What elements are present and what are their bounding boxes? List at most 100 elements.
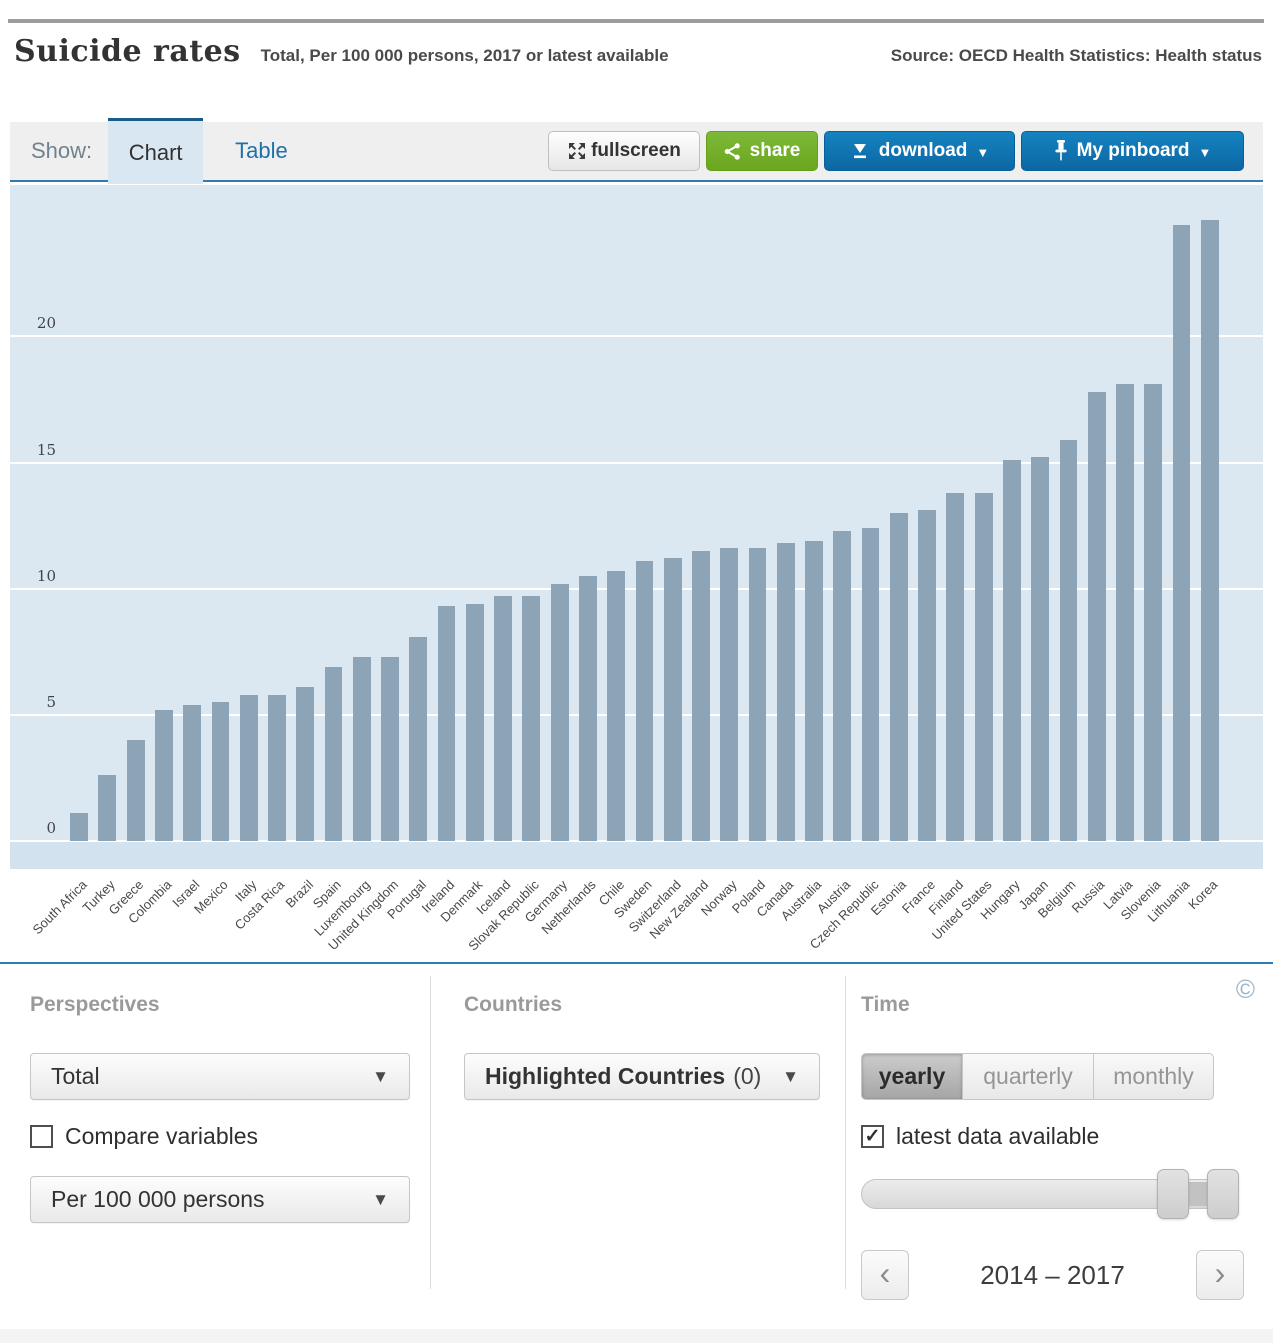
bar-mexico[interactable]	[211, 702, 230, 841]
chevron-down-icon: ▼	[372, 1189, 389, 1209]
bar-belgium[interactable]	[1059, 440, 1078, 841]
perspectives-section: Perspectives Total ▼ Compare variables P…	[30, 964, 410, 1223]
bar-hungary[interactable]	[1002, 460, 1021, 841]
top-divider	[8, 19, 1264, 23]
show-label: Show:	[31, 138, 93, 163]
latest-data-checkbox[interactable]: ✓	[861, 1125, 884, 1148]
previous-period-button[interactable]: ‹	[861, 1250, 909, 1300]
bar-turkey[interactable]	[98, 775, 117, 841]
gridline	[10, 461, 1263, 464]
bar-united-states[interactable]	[974, 493, 993, 841]
bar-germany[interactable]	[550, 584, 569, 841]
frequency-switch: yearly quarterly monthly	[861, 1053, 1244, 1100]
latest-data-label: latest data available	[896, 1123, 1100, 1149]
bar-finland[interactable]	[946, 493, 965, 841]
frequency-monthly-button[interactable]: monthly	[1094, 1053, 1214, 1100]
toolbar-buttons: fullscreen share download ▼ My pinboard	[548, 131, 1244, 171]
compare-variables-option[interactable]: Compare variables	[30, 1123, 410, 1150]
perspectives-heading: Perspectives	[30, 993, 160, 1016]
fullscreen-label: fullscreen	[591, 140, 681, 161]
bar-colombia[interactable]	[155, 710, 173, 841]
bar-israel[interactable]	[183, 705, 202, 841]
countries-section: Countries Highlighted Countries (0) ▼	[464, 964, 820, 1100]
bar-south-africa[interactable]	[70, 813, 89, 841]
bar-japan[interactable]	[1031, 457, 1050, 841]
pinboard-caret-icon: ▼	[1198, 144, 1212, 160]
page-title: Suicide rates	[14, 34, 241, 69]
bar-new-zealand[interactable]	[692, 551, 710, 841]
bar-korea[interactable]	[1200, 220, 1219, 841]
bar-switzerland[interactable]	[663, 558, 682, 841]
bar-australia[interactable]	[805, 541, 823, 841]
time-section: Time yearly quarterly monthly ✓ latest d…	[861, 964, 1244, 1300]
bar-portugal[interactable]	[409, 637, 428, 841]
time-heading: Time	[861, 993, 910, 1016]
bar-latvia[interactable]	[1116, 384, 1134, 841]
bar-brazil[interactable]	[296, 687, 315, 841]
x-axis-label: South Africa	[29, 877, 90, 938]
y-axis-tick: 20	[36, 314, 56, 333]
bar-canada[interactable]	[776, 543, 795, 841]
bar-luxembourg[interactable]	[352, 657, 371, 841]
bar-denmark[interactable]	[465, 604, 484, 841]
header: Suicide rates Total, Per 100 000 persons…	[14, 34, 1262, 69]
share-label: share	[749, 140, 801, 161]
x-axis-band	[10, 841, 1263, 869]
toolbar: Show: Chart Table fullscreen share d	[10, 118, 1263, 184]
tab-chart[interactable]: Chart	[108, 118, 204, 184]
frequency-quarterly-button[interactable]: quarterly	[963, 1053, 1094, 1100]
bar-austria[interactable]	[833, 531, 852, 841]
my-pinboard-button[interactable]: My pinboard ▼	[1021, 131, 1244, 171]
gridline	[10, 840, 1263, 842]
gridline	[10, 335, 1263, 338]
bar-greece[interactable]	[126, 740, 145, 841]
bar-france[interactable]	[918, 510, 936, 841]
pin-icon	[1054, 140, 1068, 162]
tab-table[interactable]: Table	[235, 138, 288, 163]
bar-costa-rica[interactable]	[268, 695, 286, 841]
compare-variables-label: Compare variables	[65, 1123, 259, 1149]
plot-area: 0 5 10 15 20	[10, 185, 1263, 842]
variable-dropdown[interactable]: Total ▼	[30, 1053, 410, 1100]
bar-czech-republic[interactable]	[861, 528, 880, 841]
bar-netherlands[interactable]	[579, 576, 597, 841]
download-caret-icon: ▼	[976, 144, 990, 160]
countries-heading: Countries	[464, 993, 563, 1016]
panel-divider	[0, 962, 1273, 964]
slider-handle-end[interactable]	[1207, 1169, 1239, 1219]
next-period-button[interactable]: ›	[1196, 1250, 1244, 1300]
bar-iceland[interactable]	[494, 596, 513, 841]
share-button[interactable]: share	[706, 131, 818, 171]
bar-united-kingdom[interactable]	[381, 657, 399, 841]
latest-data-option[interactable]: ✓ latest data available	[861, 1123, 1244, 1150]
bar-sweden[interactable]	[635, 561, 654, 841]
highlighted-countries-dropdown[interactable]: Highlighted Countries (0) ▼	[464, 1053, 820, 1100]
bar-ireland[interactable]	[437, 606, 456, 841]
download-button[interactable]: download ▼	[824, 131, 1015, 171]
copyright-link[interactable]: ©	[1235, 974, 1255, 1004]
y-axis-tick: 15	[36, 440, 56, 459]
bar-poland[interactable]	[748, 548, 767, 841]
slider-handle-start[interactable]	[1157, 1169, 1189, 1219]
bar-chart: 0 5 10 15 20 South Africa Turkey Greece Colombi…	[10, 185, 1263, 961]
bar-italy[interactable]	[239, 695, 258, 841]
bar-chile[interactable]	[607, 571, 626, 841]
bar-slovenia[interactable]	[1144, 384, 1163, 841]
unit-dropdown[interactable]: Per 100 000 persons ▼	[30, 1176, 410, 1223]
bar-norway[interactable]	[720, 548, 739, 841]
bar-estonia[interactable]	[889, 513, 908, 841]
share-icon	[724, 142, 741, 160]
compare-variables-checkbox[interactable]	[30, 1125, 53, 1148]
bar-spain[interactable]	[324, 667, 343, 841]
highlighted-countries-label: Highlighted Countries	[485, 1063, 726, 1089]
bar-russia[interactable]	[1087, 392, 1106, 841]
variable-dropdown-value: Total	[51, 1063, 100, 1089]
highlighted-countries-count: (0)	[733, 1063, 762, 1089]
frequency-yearly-button[interactable]: yearly	[861, 1053, 963, 1100]
bar-lithuania[interactable]	[1172, 225, 1191, 841]
bar-slovak-republic[interactable]	[522, 596, 541, 841]
column-divider	[845, 976, 846, 1289]
fullscreen-button[interactable]: fullscreen	[548, 131, 700, 171]
controls-panel: © Perspectives Total ▼ Compare variables…	[0, 964, 1273, 1329]
